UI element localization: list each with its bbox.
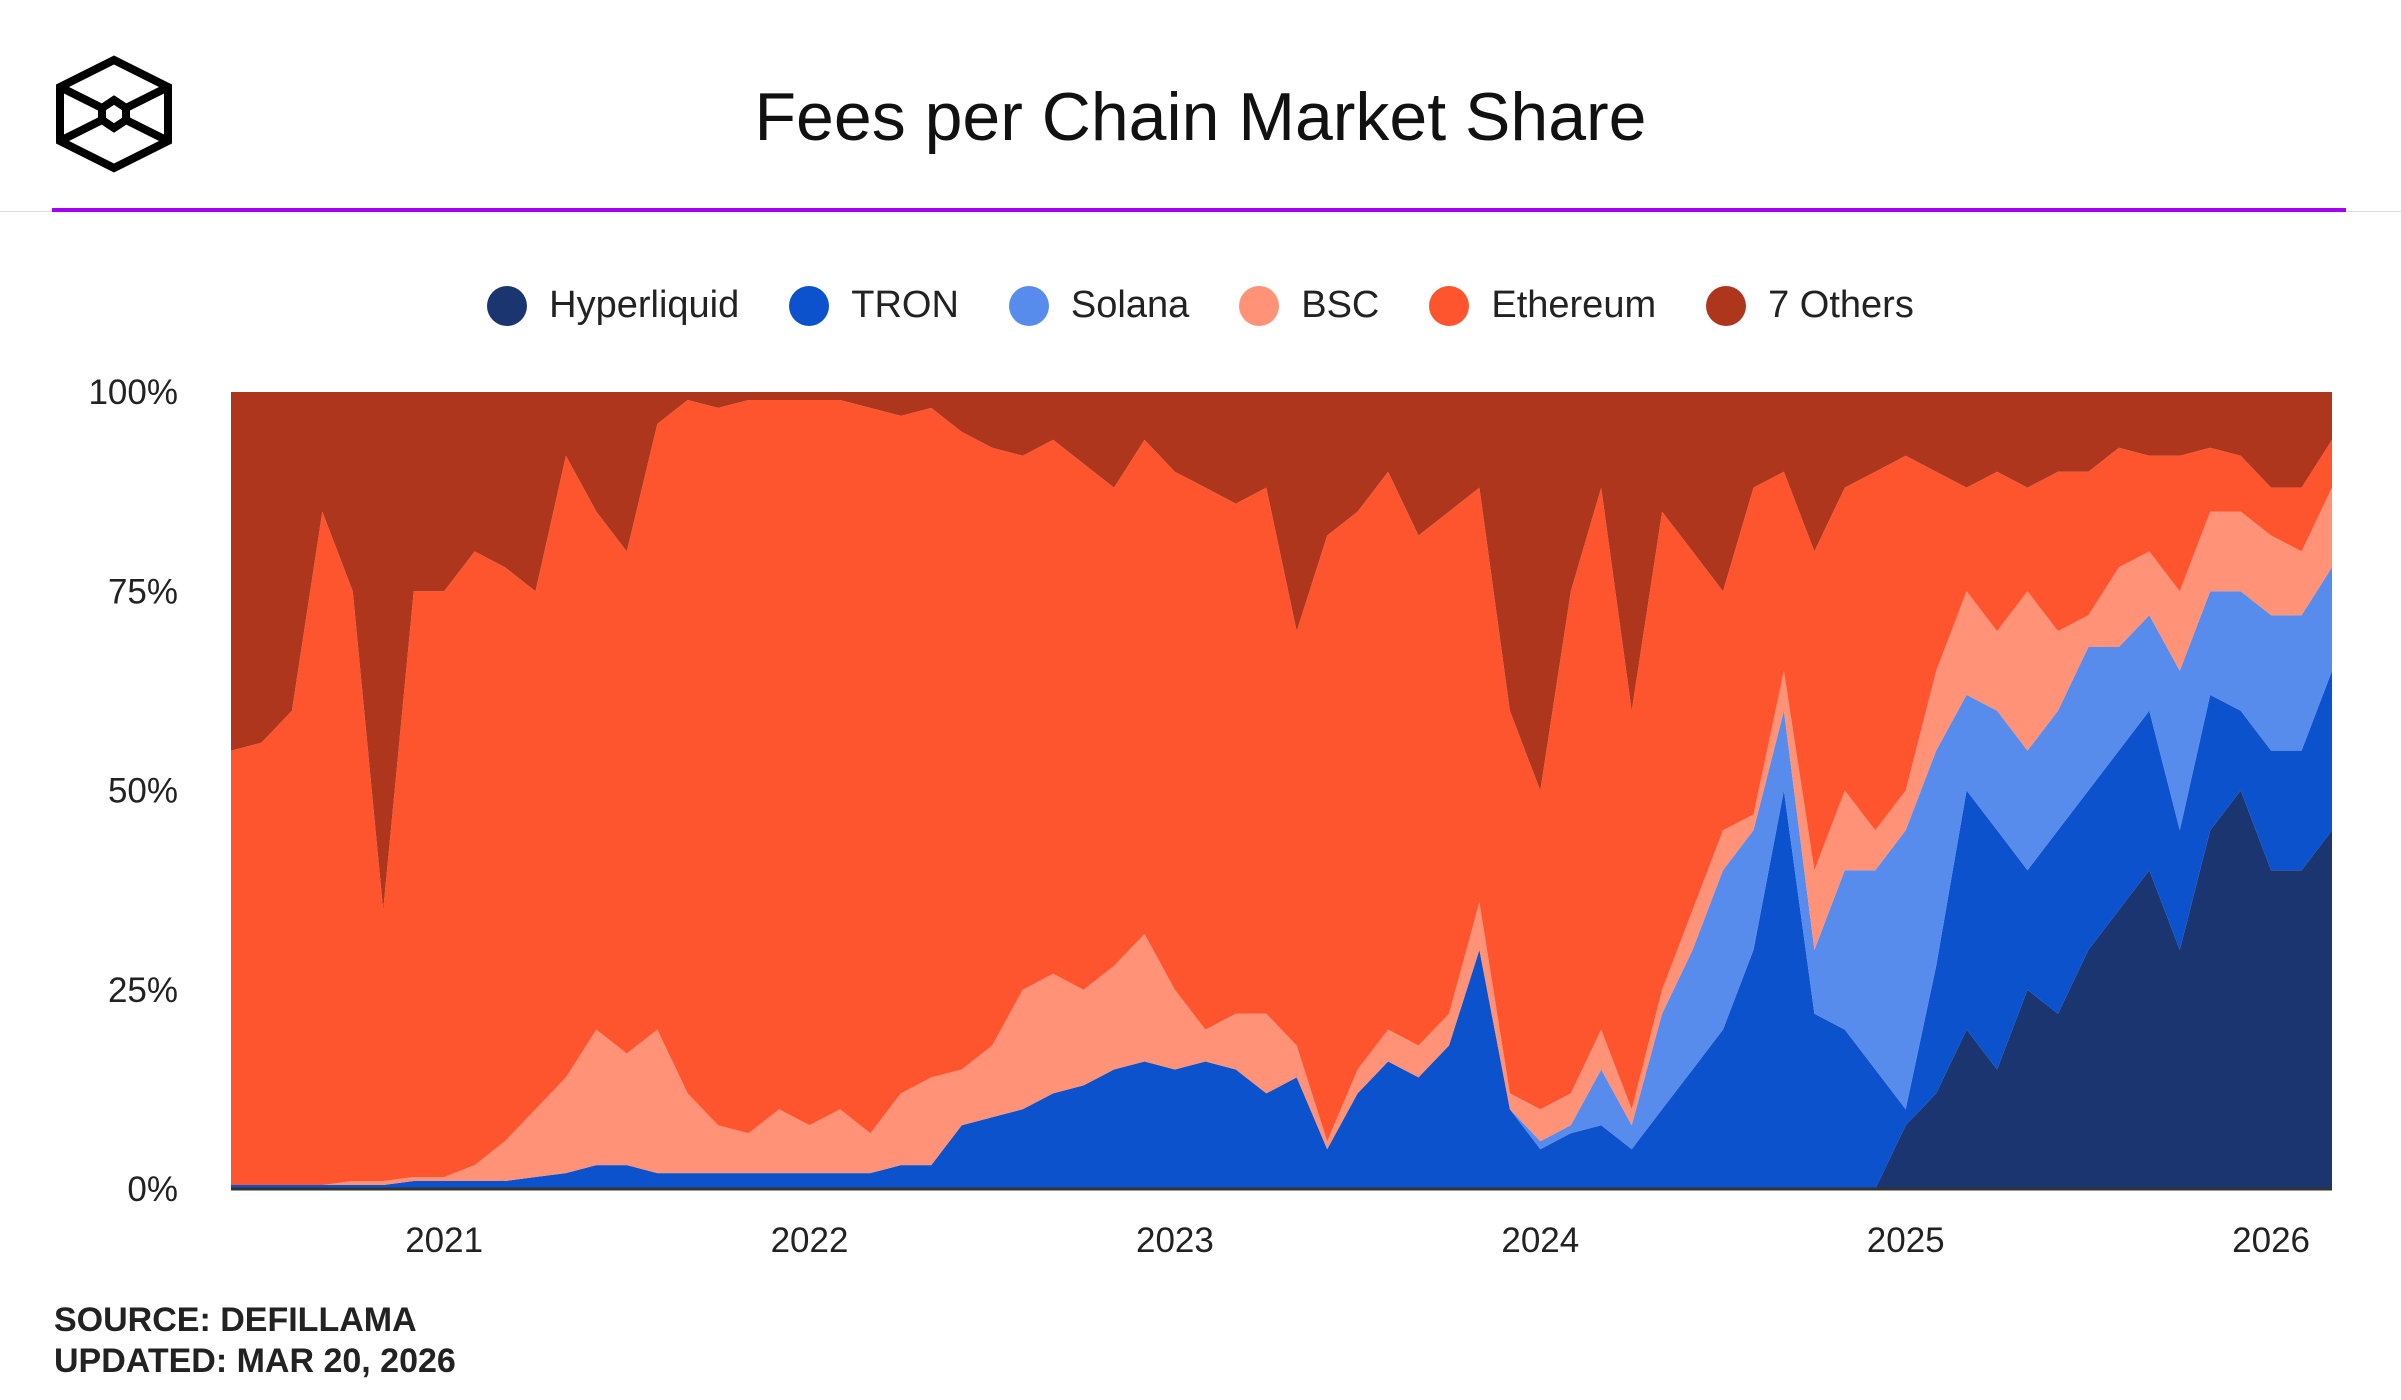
- legend-label: Hyperliquid: [549, 284, 740, 326]
- legend-label: Ethereum: [1491, 284, 1657, 326]
- y-tick-label: 50%: [108, 772, 178, 811]
- legend-swatch: [1706, 285, 1747, 326]
- area-series-tron: [231, 670, 2332, 1189]
- legend-swatch: [1239, 285, 1280, 326]
- legend-label: Solana: [1070, 284, 1190, 326]
- area-series-hyperliquid: [231, 790, 2332, 1189]
- legend-item: TRON: [789, 284, 959, 327]
- x-tick-label: 2026: [2232, 1221, 2310, 1260]
- x-tick-label: 2024: [1501, 1221, 1579, 1260]
- legend: Hyperliquid TRON Solana BSC Ethereum 7 Others: [0, 284, 2401, 327]
- cube-logo: [54, 54, 174, 174]
- cube-logo-icon: [56, 55, 172, 173]
- legend-swatch: [1008, 285, 1049, 326]
- x-tick-label: 2025: [1867, 1221, 1945, 1260]
- legend-swatch: [487, 285, 528, 326]
- x-axis: 2021 2022 2023 2024 2025 2026: [405, 1221, 2310, 1260]
- area-series-solana: [231, 567, 2332, 1185]
- source-note: SOURCE: DEFILLAMA UPDATED: MAR 20, 2026: [54, 1300, 456, 1382]
- x-tick-label: 2021: [405, 1221, 483, 1260]
- area-series-ethereum: [231, 400, 2332, 1185]
- y-axis: 0% 25% 50% 75% 100%: [88, 373, 178, 1209]
- chart-title: Fees per Chain Market Share: [754, 79, 1647, 155]
- header-accent-line: [52, 208, 2346, 212]
- legend-item: 7 Others: [1706, 284, 1914, 327]
- y-tick-label: 75%: [108, 572, 178, 611]
- y-tick-label: 25%: [108, 971, 178, 1010]
- legend-item: Hyperliquid: [487, 284, 739, 327]
- legend-item: Solana: [1008, 284, 1190, 327]
- plot-area: [231, 392, 2332, 1191]
- x-tick-label: 2023: [1136, 1221, 1214, 1260]
- legend-label: BSC: [1301, 284, 1380, 326]
- area-series-bsc: [231, 487, 2332, 1186]
- legend-swatch: [1429, 285, 1470, 326]
- legend-label: TRON: [851, 284, 959, 326]
- y-tick-label: 100%: [88, 373, 178, 412]
- area-series-7-others: [231, 392, 2332, 910]
- source-line: SOURCE: DEFILLAMA: [54, 1301, 417, 1339]
- legend-item: Ethereum: [1429, 284, 1656, 327]
- y-tick-label: 0%: [127, 1170, 178, 1209]
- legend-swatch: [789, 285, 830, 326]
- x-tick-label: 2022: [771, 1221, 849, 1260]
- updated-line: UPDATED: MAR 20, 2026: [54, 1342, 456, 1380]
- legend-label: 7 Others: [1768, 284, 1914, 326]
- legend-item: BSC: [1239, 284, 1379, 327]
